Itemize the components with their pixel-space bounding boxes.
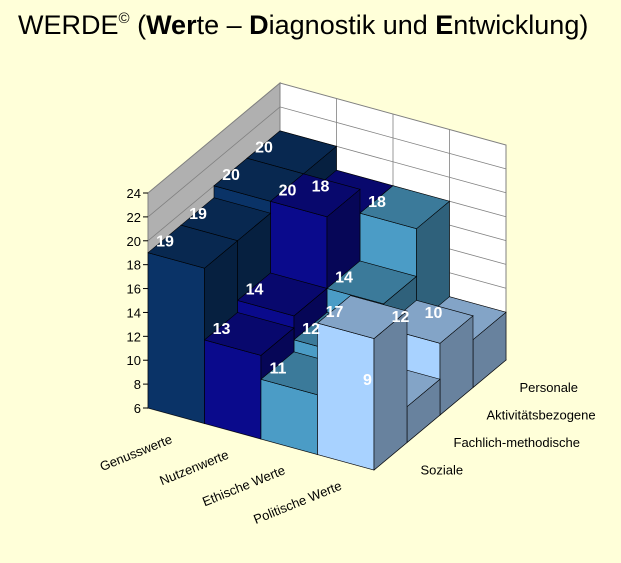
data-label-2-0: 11 bbox=[270, 360, 287, 377]
data-label-3-0: 17 bbox=[326, 304, 344, 321]
data-label-3-1: 9 bbox=[363, 372, 372, 389]
y-tick-label: 12 bbox=[127, 329, 141, 344]
data-label-3-2: 12 bbox=[392, 309, 410, 326]
data-label-2-1: 12 bbox=[302, 321, 320, 338]
x-category-label: Nutzenwerte bbox=[157, 447, 230, 488]
y-axis-ticks: 6 8 10 12 14 16 18 20 22 24 bbox=[127, 186, 148, 416]
title-text-2: iagnostik und bbox=[268, 10, 436, 40]
x-category-label: Politische Werte bbox=[251, 478, 343, 527]
y-tick-label: 8 bbox=[134, 377, 141, 392]
data-label-0-2: 20 bbox=[222, 167, 240, 184]
depth-axis-series: Soziale Fachlich-methodische Aktivitätsbez… bbox=[421, 380, 596, 478]
data-label-3-3: 10 bbox=[425, 305, 443, 322]
y-tick-label: 10 bbox=[127, 353, 141, 368]
data-label-0-1: 19 bbox=[189, 206, 207, 223]
gridline bbox=[147, 106, 507, 218]
chart-bars: 20 18 18 10 20 20 14 12 19 14 12 9 19 13 11 17 bbox=[147, 130, 507, 471]
title-prefix: WERDE bbox=[18, 10, 119, 40]
y-tick-label: 6 bbox=[134, 401, 141, 416]
x-category-label: Ethische Werte bbox=[200, 462, 287, 509]
series-label: Soziale bbox=[421, 462, 464, 477]
copyright-mark: © bbox=[118, 10, 130, 27]
data-label-0-3: 20 bbox=[255, 139, 273, 156]
data-label-0-0: 19 bbox=[156, 234, 174, 251]
bar-3-0 bbox=[316, 295, 408, 471]
data-label-2-3: 18 bbox=[368, 194, 386, 211]
chart-title: WERDE© (Werte – Diagnostik und Entwicklu… bbox=[18, 10, 588, 41]
y-tick-label: 22 bbox=[127, 210, 141, 225]
title-bold-3: E bbox=[435, 10, 454, 40]
data-label-1-3: 18 bbox=[312, 179, 330, 196]
series-label: Fachlich-methodische bbox=[454, 435, 580, 450]
y-tick-label: 24 bbox=[127, 186, 141, 201]
y-tick-label: 16 bbox=[127, 282, 141, 297]
y-tick-label: 18 bbox=[127, 258, 141, 273]
y-tick-label: 20 bbox=[127, 234, 141, 249]
data-label-1-2: 20 bbox=[279, 182, 297, 199]
series-label: Personale bbox=[520, 380, 579, 395]
data-label-2-2: 14 bbox=[335, 269, 353, 286]
title-text-1: te – bbox=[196, 10, 250, 40]
title-text-3: ntwicklung) bbox=[453, 10, 589, 40]
data-label-1-0: 13 bbox=[213, 321, 231, 338]
title-bold-1: Wer bbox=[146, 10, 197, 40]
title-open: ( bbox=[129, 10, 147, 40]
y-tick-label: 14 bbox=[127, 305, 141, 320]
series-label: Aktivitätsbezogene bbox=[487, 407, 596, 422]
data-label-1-1: 14 bbox=[246, 281, 264, 298]
title-bold-2: D bbox=[249, 10, 269, 40]
x-category-label: Genusswerte bbox=[98, 431, 175, 474]
